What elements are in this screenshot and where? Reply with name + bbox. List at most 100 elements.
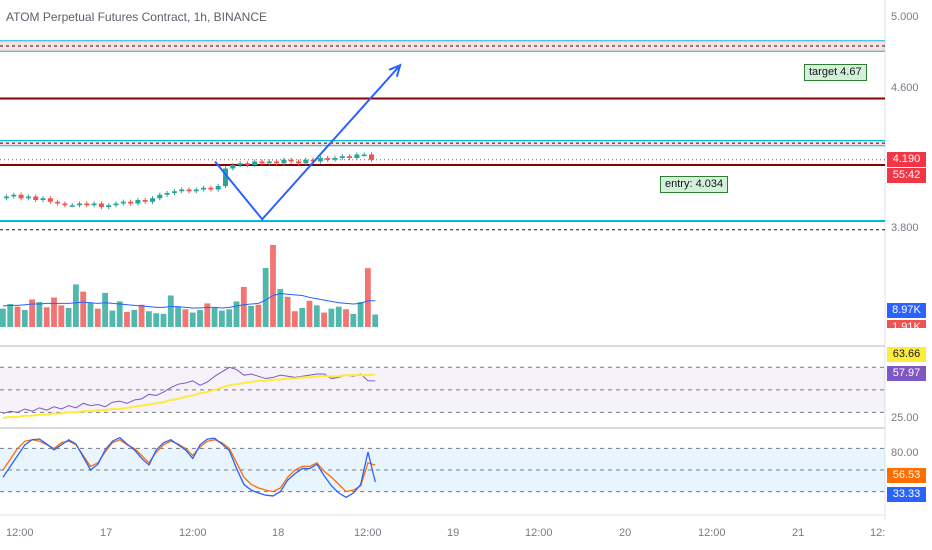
candle-body: [244, 163, 250, 165]
price-tick: 4.600: [891, 82, 919, 94]
candle-countdown: 55:42: [887, 168, 926, 183]
candle-body: [266, 161, 272, 164]
candle-body: [55, 201, 61, 204]
time-tick: 19: [447, 527, 460, 539]
projection-arrow: [214, 63, 402, 221]
candle-body: [164, 193, 170, 195]
volume-tag: 8.97K: [887, 303, 926, 318]
time-tick: 17: [100, 527, 113, 539]
volume-bar: [197, 309, 203, 327]
volume-bar: [299, 307, 306, 327]
price-tick: 5.000: [891, 11, 919, 23]
volume-bar: [124, 311, 130, 327]
candle-body: [69, 205, 75, 207]
stoch-tick: 80.00: [891, 447, 919, 459]
volume-bar: [189, 312, 196, 327]
candle-body: [325, 158, 331, 160]
candle-body: [237, 163, 243, 165]
candle-body: [252, 161, 258, 165]
volume-bar: [335, 306, 342, 327]
volume-bar: [109, 310, 116, 327]
candle-body: [11, 194, 17, 197]
candle-body: [201, 187, 207, 190]
time-tick: 21: [792, 527, 805, 539]
rsi-value-tag: 57.97: [887, 366, 926, 381]
candle-body: [317, 158, 323, 162]
candle-body: [288, 159, 294, 162]
candles: [4, 152, 374, 210]
rsi-pane: [0, 366, 885, 419]
candle-body: [33, 196, 39, 200]
candle-body: [128, 201, 134, 204]
time-tick: 12:00: [698, 527, 726, 539]
candle-body: [281, 159, 287, 164]
candle-body: [40, 198, 46, 200]
candle-body: [84, 203, 90, 206]
candle-body: [62, 203, 68, 206]
volume-bar: [240, 286, 247, 327]
stoch-k-tag: 56.53: [887, 468, 926, 483]
volume-bar: [357, 302, 364, 327]
candle-body: [230, 165, 236, 169]
volume-bar: [102, 292, 108, 327]
volume-bar: [219, 310, 225, 327]
candle-body: [77, 203, 82, 206]
time-tick: 12:00: [179, 527, 207, 539]
volume-bar: [211, 307, 218, 327]
time-tick: 20: [619, 527, 632, 539]
projection-arrowhead: [388, 63, 402, 78]
volume-bar: [80, 291, 87, 327]
candle-body: [223, 168, 228, 186]
candle-body: [296, 161, 301, 164]
volume-bar: [365, 268, 371, 327]
volume-bar: [182, 309, 189, 327]
volume-partial-tag: 1.91K: [887, 320, 926, 328]
rsi-ma-tag: 63.66: [887, 347, 926, 362]
volume-bar: [343, 309, 349, 327]
volume-bar: [7, 304, 14, 327]
chart-title: ATOM Perpetual Futures Contract, 1h, BIN…: [6, 10, 267, 24]
volume-bar: [29, 299, 35, 327]
volume-bar: [116, 301, 123, 327]
volume-bar: [306, 300, 313, 327]
volume-ma-line: [2, 293, 376, 309]
volume-bar: [328, 308, 335, 327]
volume-bar: [167, 295, 174, 327]
volume-bar: [21, 309, 28, 327]
volume-bar: [73, 284, 79, 327]
candle-body: [303, 159, 309, 164]
volume-pane: [0, 245, 379, 327]
volume-bar: [153, 313, 160, 327]
entry-label: entry: 4.034: [660, 176, 729, 193]
volume-bar: [277, 288, 284, 327]
volume-bar: [255, 304, 262, 327]
candle-body: [98, 203, 104, 207]
volume-bar: [0, 308, 6, 327]
candle-body: [208, 187, 214, 190]
price-tick: 3.800: [891, 222, 919, 234]
candle-body: [361, 154, 367, 156]
time-tick: 12:00: [354, 527, 382, 539]
volume-bar: [14, 306, 21, 327]
volume-bar: [160, 313, 167, 327]
candle-body: [25, 196, 31, 199]
volume-bar: [43, 307, 50, 327]
volume-bar: [248, 306, 254, 327]
stoch-d-tag: 33.33: [887, 487, 926, 502]
volume-bar: [233, 301, 240, 327]
candle-body: [142, 200, 148, 202]
candle-body: [369, 154, 374, 160]
candle-body: [259, 161, 265, 164]
level-zone: [0, 40, 885, 52]
candle-body: [332, 158, 338, 160]
candle-body: [310, 159, 316, 162]
candle-body: [347, 156, 353, 158]
rsi-ma-line: [2, 373, 376, 419]
candle-body: [215, 186, 221, 190]
candle-body: [354, 154, 360, 158]
volume-bar: [292, 311, 298, 327]
candle-body: [18, 194, 24, 199]
candle-body: [106, 205, 112, 207]
time-tick: 18: [272, 527, 285, 539]
